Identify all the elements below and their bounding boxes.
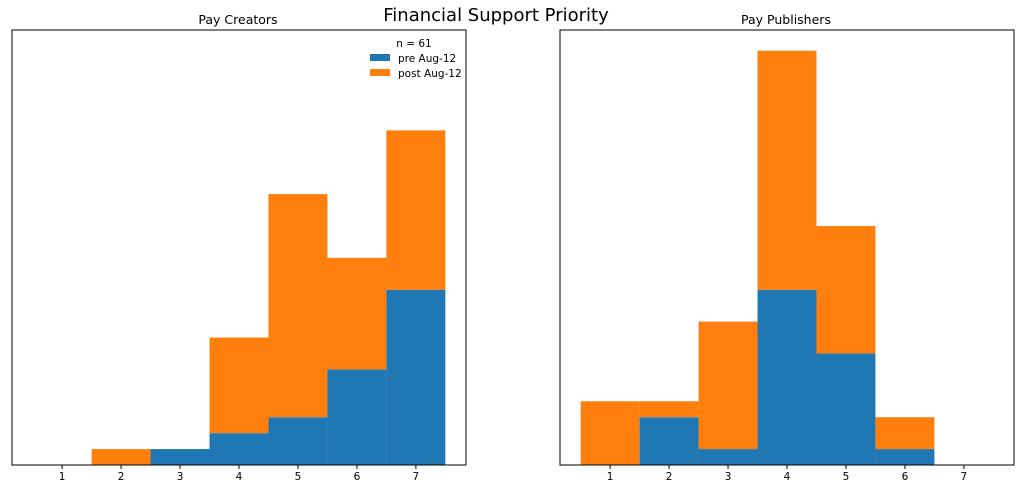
bar-pre-4 (757, 289, 817, 465)
x-tick-label: 1 (59, 471, 66, 483)
bar-pre-5 (816, 353, 876, 465)
x-tick-label: 4 (236, 471, 243, 483)
bar-pre-3 (698, 449, 758, 465)
x-tick-label: 4 (784, 471, 791, 483)
bar-post-7 (386, 130, 446, 290)
legend-title: n = 61 (396, 38, 432, 50)
bar-post-6 (327, 257, 387, 370)
bar-pre-4 (209, 433, 269, 465)
bar-pre-5 (268, 417, 328, 465)
bar-post-2 (639, 401, 699, 418)
x-tick-label: 6 (902, 471, 909, 483)
legend-swatch-pre (370, 54, 390, 61)
x-tick-label: 5 (295, 471, 302, 483)
bar-pre-6 (327, 369, 387, 465)
bar-post-4 (209, 337, 269, 434)
x-tick-label: 5 (843, 471, 850, 483)
legend: n = 61 pre Aug-12 post Aug-12 (370, 38, 462, 80)
bar-post-3 (698, 321, 758, 450)
legend-label-pre: pre Aug-12 (398, 53, 456, 65)
x-tick-label: 2 (118, 471, 125, 483)
x-ticks: 1 2 3 4 5 6 7 (607, 465, 967, 483)
bar-pre-2 (639, 417, 699, 465)
figure-title: Financial Support Priority (383, 5, 609, 26)
x-tick-label: 7 (413, 471, 420, 483)
bar-post-2 (91, 449, 151, 465)
chart-pay-publishers: Pay Publishers 1 2 3 4 5 6 7 (559, 12, 1015, 483)
bars-group (91, 130, 446, 465)
bars-group (580, 50, 935, 465)
bar-post-4 (757, 50, 817, 290)
chart-pay-creators: Pay Creators 1 2 3 4 5 6 7 n = 61 pre Aug-12 p… (11, 12, 467, 483)
legend-swatch-post (370, 69, 390, 76)
x-tick-label: 2 (666, 471, 673, 483)
bar-post-1 (580, 401, 640, 465)
x-tick-label: 3 (177, 471, 184, 483)
bar-post-6 (875, 417, 935, 450)
chart-title: Pay Creators (198, 12, 277, 27)
chart-title: Pay Publishers (741, 12, 831, 27)
legend-label-post: post Aug-12 (398, 68, 462, 80)
bar-pre-3 (150, 449, 210, 465)
x-tick-label: 7 (961, 471, 968, 483)
x-tick-label: 1 (607, 471, 614, 483)
bar-pre-6 (875, 449, 935, 465)
bar-post-5 (816, 225, 876, 354)
bar-post-5 (268, 194, 328, 418)
bar-pre-7 (386, 289, 446, 465)
x-ticks: 1 2 3 4 5 6 7 (59, 465, 419, 483)
x-tick-label: 3 (725, 471, 732, 483)
x-tick-label: 6 (354, 471, 361, 483)
